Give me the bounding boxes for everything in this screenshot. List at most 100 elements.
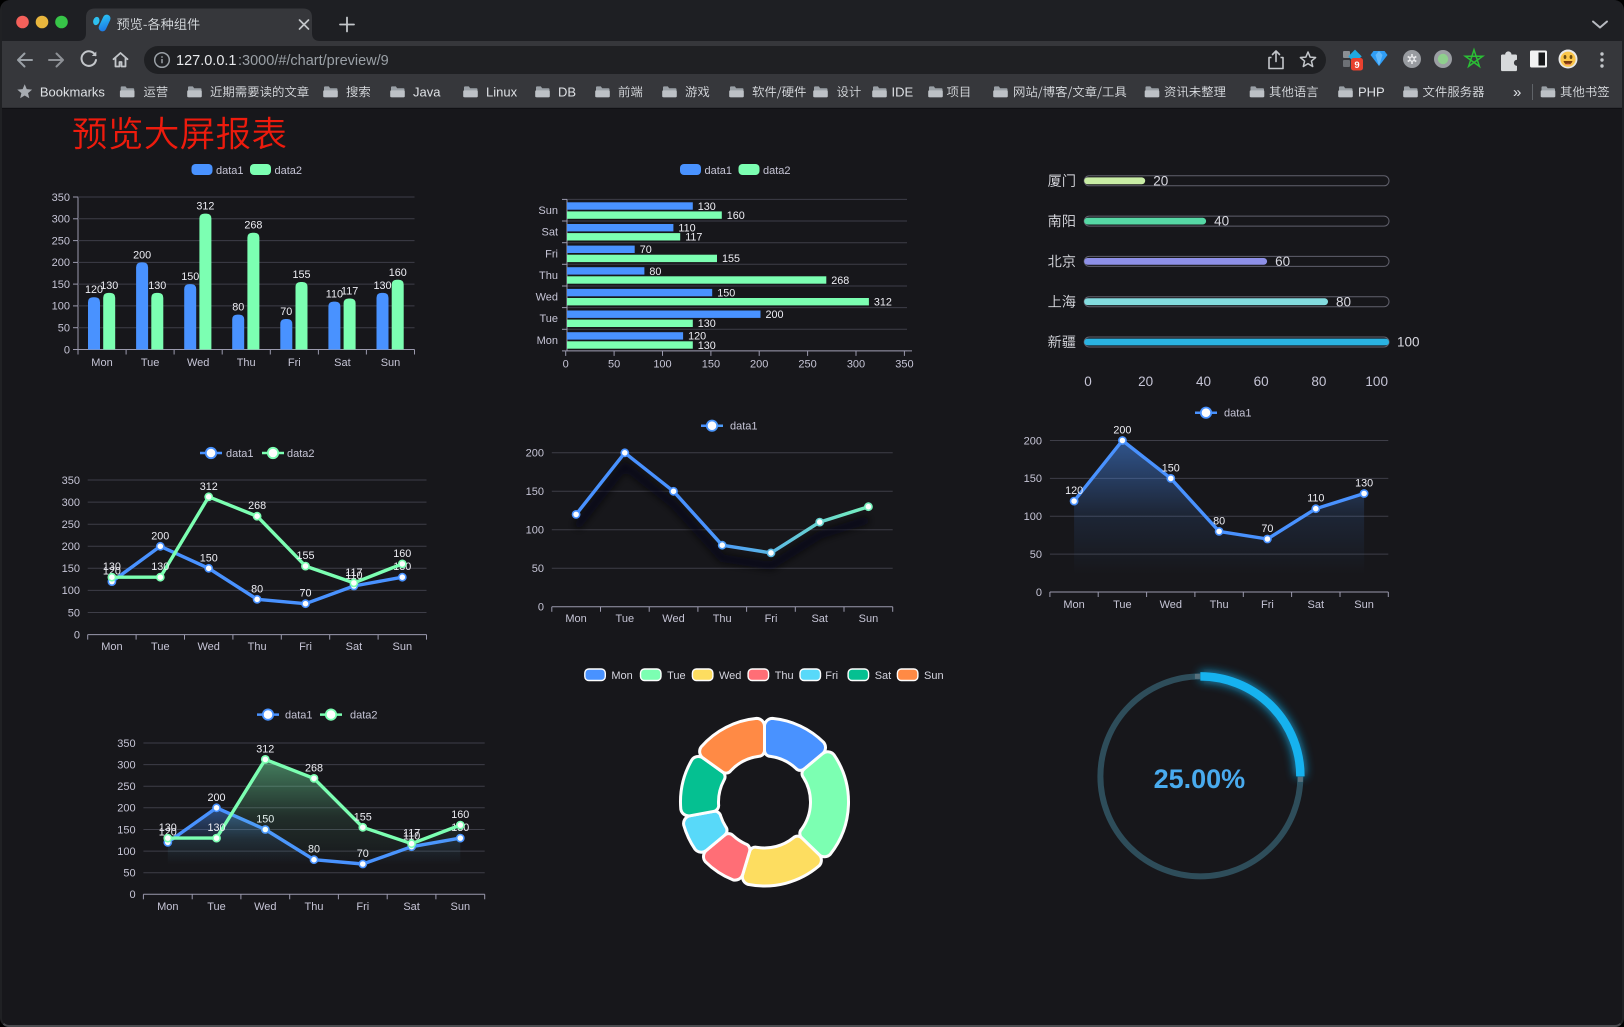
svg-text:data1: data1 bbox=[226, 448, 254, 460]
svg-text:70: 70 bbox=[280, 306, 292, 318]
svg-text:268: 268 bbox=[248, 500, 266, 512]
svg-text:Mon: Mon bbox=[91, 357, 112, 369]
svg-text:160: 160 bbox=[389, 267, 407, 279]
svg-text:Thu: Thu bbox=[1210, 599, 1229, 611]
svg-text::3000/#/chart/preview/9: :3000/#/chart/preview/9 bbox=[238, 53, 389, 69]
svg-text:data2: data2 bbox=[350, 710, 378, 722]
svg-text:150: 150 bbox=[702, 358, 720, 370]
svg-text:Sat: Sat bbox=[346, 641, 363, 653]
svg-text:300: 300 bbox=[847, 358, 865, 370]
svg-text:Tue: Tue bbox=[141, 357, 160, 369]
svg-text:Sun: Sun bbox=[1354, 599, 1374, 611]
svg-text:150: 150 bbox=[1162, 462, 1180, 474]
svg-text:DB: DB bbox=[558, 85, 576, 100]
svg-text:80: 80 bbox=[1311, 374, 1326, 389]
svg-text:Sun: Sun bbox=[859, 613, 879, 625]
svg-text:PHP: PHP bbox=[1358, 85, 1385, 100]
svg-text:Thu: Thu bbox=[713, 613, 732, 625]
svg-text:IDE: IDE bbox=[892, 85, 914, 100]
svg-text:Fri: Fri bbox=[765, 613, 778, 625]
svg-text:130: 130 bbox=[698, 340, 716, 352]
svg-text:50: 50 bbox=[532, 563, 544, 575]
svg-text:110: 110 bbox=[678, 223, 695, 235]
svg-text:data2: data2 bbox=[275, 165, 303, 177]
svg-text:200: 200 bbox=[1024, 435, 1042, 447]
svg-text:Tue: Tue bbox=[1113, 599, 1132, 611]
svg-text:130: 130 bbox=[100, 280, 118, 292]
svg-text:350: 350 bbox=[895, 358, 913, 370]
svg-text:120: 120 bbox=[688, 331, 706, 343]
svg-text:200: 200 bbox=[62, 541, 80, 553]
svg-text:350: 350 bbox=[117, 738, 135, 750]
svg-text:Tue: Tue bbox=[151, 641, 170, 653]
svg-text:data1: data1 bbox=[285, 710, 313, 722]
svg-text:150: 150 bbox=[117, 824, 135, 836]
svg-text:Sat: Sat bbox=[541, 227, 558, 239]
svg-text:Fri: Fri bbox=[545, 248, 558, 260]
svg-text:130: 130 bbox=[698, 201, 716, 213]
svg-text:Thu: Thu bbox=[539, 270, 558, 282]
svg-text:120: 120 bbox=[1065, 485, 1083, 497]
svg-text:Thu: Thu bbox=[237, 357, 256, 369]
svg-text:Sun: Sun bbox=[393, 641, 413, 653]
svg-text:100: 100 bbox=[117, 846, 135, 858]
svg-text:268: 268 bbox=[305, 762, 323, 774]
svg-text:Tue: Tue bbox=[667, 670, 686, 682]
svg-text:250: 250 bbox=[52, 235, 70, 247]
svg-text:Mon: Mon bbox=[157, 901, 178, 913]
svg-text:160: 160 bbox=[393, 548, 411, 560]
svg-text:Tue: Tue bbox=[616, 613, 635, 625]
svg-text:130: 130 bbox=[207, 822, 225, 834]
svg-text:130: 130 bbox=[698, 318, 716, 330]
svg-text:100: 100 bbox=[1365, 374, 1388, 389]
svg-text:0: 0 bbox=[538, 602, 544, 614]
svg-text:20: 20 bbox=[1153, 173, 1168, 188]
svg-text:110: 110 bbox=[403, 831, 420, 843]
svg-text:80: 80 bbox=[251, 583, 263, 595]
svg-text:50: 50 bbox=[58, 323, 70, 335]
svg-text:130: 130 bbox=[1355, 478, 1373, 490]
svg-text:100: 100 bbox=[1397, 335, 1420, 350]
svg-text:Sun: Sun bbox=[381, 357, 401, 369]
svg-text:150: 150 bbox=[200, 552, 218, 564]
svg-text:50: 50 bbox=[123, 868, 135, 880]
svg-text:117: 117 bbox=[345, 567, 362, 579]
svg-text:200: 200 bbox=[207, 792, 225, 804]
svg-text:Fri: Fri bbox=[825, 670, 838, 682]
svg-text:117: 117 bbox=[685, 232, 702, 244]
svg-text:Wed: Wed bbox=[719, 670, 741, 682]
svg-text:Mon: Mon bbox=[101, 641, 122, 653]
svg-text:Mon: Mon bbox=[537, 335, 558, 347]
svg-text:200: 200 bbox=[117, 803, 135, 815]
svg-text:9: 9 bbox=[1354, 60, 1359, 71]
svg-text:155: 155 bbox=[722, 253, 740, 265]
svg-text:Bookmarks: Bookmarks bbox=[40, 85, 106, 100]
svg-text:100: 100 bbox=[526, 525, 544, 537]
svg-text:120: 120 bbox=[85, 284, 103, 296]
svg-text:Wed: Wed bbox=[254, 901, 276, 913]
svg-text:Sun: Sun bbox=[451, 901, 471, 913]
svg-text:155: 155 bbox=[354, 811, 372, 823]
svg-text:40: 40 bbox=[1196, 374, 1211, 389]
svg-text:312: 312 bbox=[256, 743, 274, 755]
svg-text:130: 130 bbox=[148, 280, 166, 292]
svg-text:80: 80 bbox=[1213, 515, 1225, 527]
svg-text:80: 80 bbox=[232, 302, 244, 314]
svg-text:Wed: Wed bbox=[187, 357, 209, 369]
svg-text:200: 200 bbox=[750, 358, 768, 370]
svg-text:Sat: Sat bbox=[811, 613, 828, 625]
svg-text:Sun: Sun bbox=[538, 205, 558, 217]
svg-text:Mon: Mon bbox=[611, 670, 632, 682]
svg-text:150: 150 bbox=[717, 287, 735, 299]
svg-text:Thu: Thu bbox=[775, 670, 794, 682]
svg-text:312: 312 bbox=[200, 481, 218, 493]
svg-text:155: 155 bbox=[296, 550, 314, 562]
svg-text:120: 120 bbox=[159, 826, 177, 838]
svg-text:350: 350 bbox=[62, 475, 80, 487]
svg-text:0: 0 bbox=[563, 358, 569, 370]
svg-text:200: 200 bbox=[1113, 425, 1131, 437]
svg-text:117: 117 bbox=[403, 828, 420, 840]
svg-text:Sun: Sun bbox=[924, 670, 944, 682]
svg-text:150: 150 bbox=[1024, 473, 1042, 485]
svg-text:200: 200 bbox=[133, 249, 151, 261]
